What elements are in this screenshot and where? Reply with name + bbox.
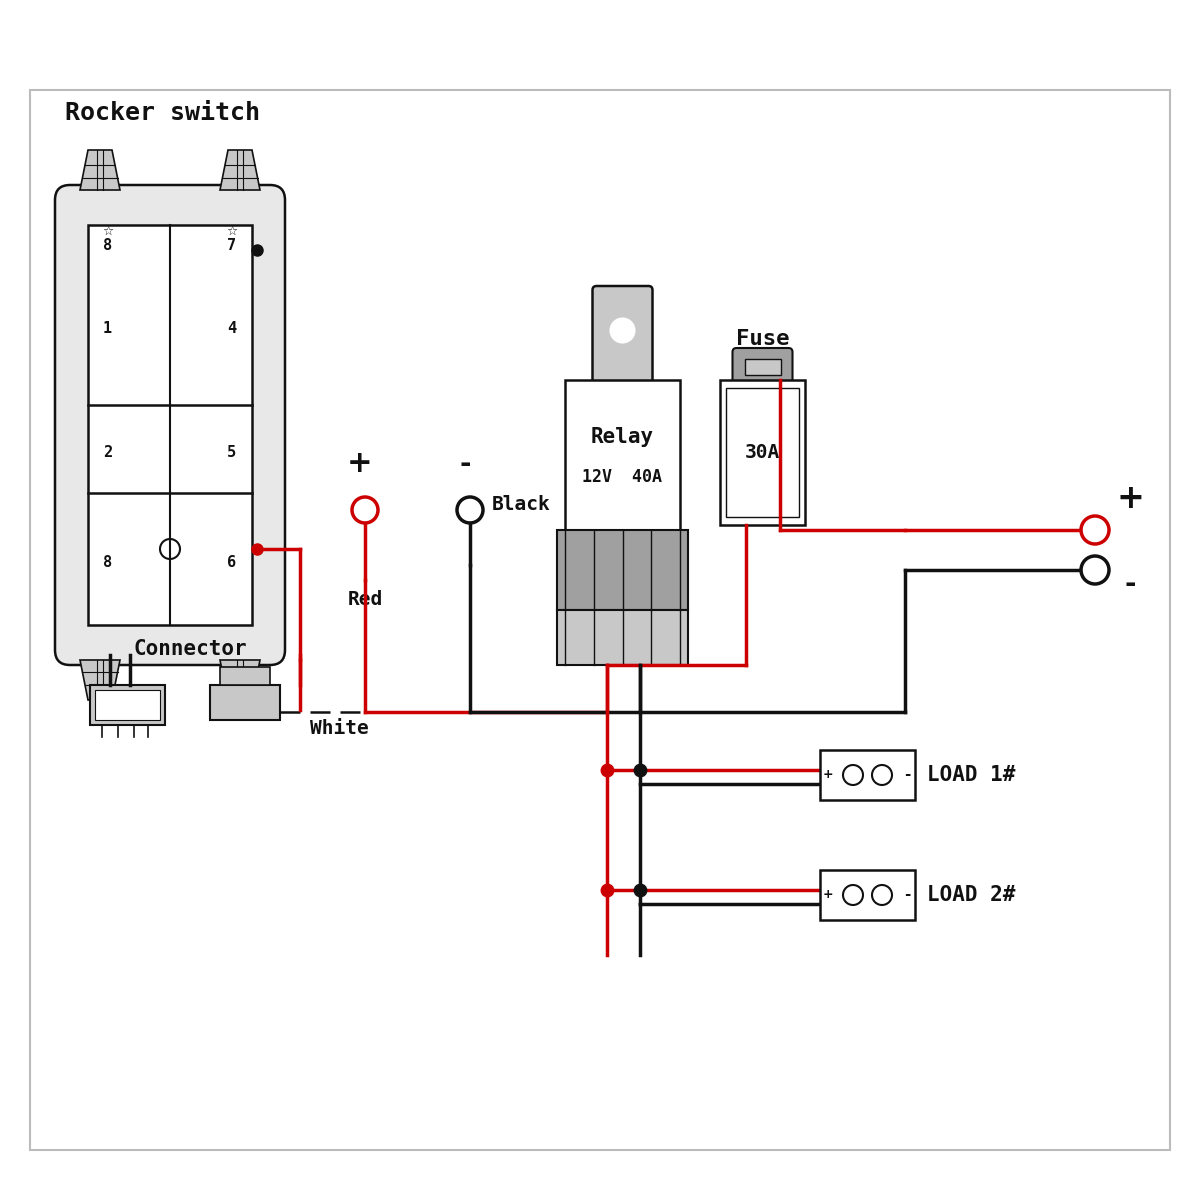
Text: 2: 2	[103, 445, 112, 460]
Text: Rocker switch: Rocker switch	[65, 101, 260, 125]
Polygon shape	[220, 150, 260, 190]
FancyBboxPatch shape	[557, 610, 688, 665]
FancyBboxPatch shape	[88, 226, 252, 625]
Text: -: -	[460, 450, 470, 478]
FancyBboxPatch shape	[744, 359, 780, 374]
FancyBboxPatch shape	[726, 388, 799, 517]
Text: 7: 7	[228, 238, 236, 253]
Text: -: -	[904, 888, 910, 902]
Text: LOAD 2#: LOAD 2#	[928, 886, 1015, 905]
FancyBboxPatch shape	[593, 286, 653, 384]
FancyBboxPatch shape	[565, 380, 680, 530]
Text: Black: Black	[492, 496, 551, 515]
Polygon shape	[80, 660, 120, 700]
Text: -: -	[1124, 570, 1135, 598]
Text: Connector: Connector	[133, 638, 247, 659]
Text: White: White	[310, 719, 368, 738]
Text: ☆: ☆	[227, 226, 238, 238]
Text: 5: 5	[227, 445, 236, 460]
FancyBboxPatch shape	[90, 685, 166, 725]
Text: +: +	[823, 768, 833, 781]
Text: +: +	[1116, 482, 1144, 515]
Text: 4: 4	[227, 320, 236, 336]
Text: 6: 6	[227, 554, 236, 570]
Text: ☆: ☆	[102, 226, 114, 238]
Text: Fuse: Fuse	[736, 329, 790, 349]
FancyBboxPatch shape	[220, 667, 270, 685]
FancyBboxPatch shape	[30, 90, 1170, 1150]
Text: 1: 1	[103, 320, 112, 336]
FancyBboxPatch shape	[210, 685, 280, 720]
FancyBboxPatch shape	[55, 185, 286, 665]
Circle shape	[611, 318, 635, 342]
FancyBboxPatch shape	[95, 690, 160, 720]
Text: 12V  40A: 12V 40A	[582, 468, 662, 486]
Text: Relay: Relay	[590, 427, 654, 446]
FancyBboxPatch shape	[557, 530, 688, 610]
Text: LOAD 1#: LOAD 1#	[928, 766, 1015, 785]
FancyBboxPatch shape	[720, 380, 805, 526]
Text: +: +	[823, 888, 833, 901]
Text: +: +	[347, 449, 373, 478]
Text: -: -	[904, 768, 910, 782]
FancyBboxPatch shape	[820, 750, 916, 800]
Text: 8: 8	[103, 238, 113, 253]
Text: 30A: 30A	[745, 443, 780, 462]
Text: Red: Red	[347, 590, 383, 608]
FancyBboxPatch shape	[732, 348, 792, 384]
FancyBboxPatch shape	[820, 870, 916, 920]
Polygon shape	[80, 150, 120, 190]
Text: 8: 8	[103, 554, 112, 570]
Polygon shape	[220, 660, 260, 700]
